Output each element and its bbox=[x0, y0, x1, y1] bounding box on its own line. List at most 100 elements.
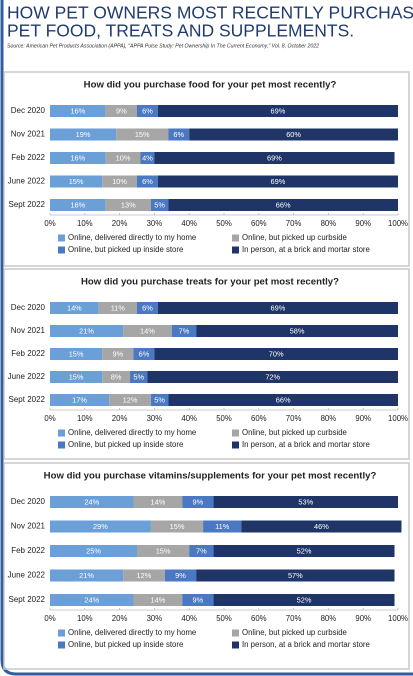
bar-segment bbox=[150, 199, 169, 211]
value-label: 19% bbox=[76, 130, 91, 139]
value-label: 14% bbox=[140, 326, 155, 335]
value-label: 16% bbox=[70, 153, 85, 162]
category-label: June 2022 bbox=[8, 571, 46, 580]
category-label: Dec 2020 bbox=[11, 497, 46, 506]
bar-segment bbox=[182, 496, 214, 508]
bar-segment bbox=[50, 594, 134, 606]
x-tick-label: 60% bbox=[251, 414, 267, 423]
value-label: 46% bbox=[314, 522, 329, 531]
legend-swatch bbox=[232, 429, 239, 437]
bar-segment bbox=[168, 394, 398, 406]
value-label: 4% bbox=[142, 153, 153, 162]
legend-swatch bbox=[232, 441, 239, 449]
value-label: 58% bbox=[290, 326, 305, 335]
value-label: 21% bbox=[79, 326, 94, 335]
bar-segment bbox=[189, 128, 398, 141]
value-label: 24% bbox=[84, 497, 99, 506]
value-label: 10% bbox=[112, 177, 127, 186]
x-tick-label: 0% bbox=[44, 219, 55, 228]
bar-segment bbox=[102, 371, 131, 383]
value-label: 7% bbox=[179, 326, 190, 335]
x-tick-label: 50% bbox=[216, 219, 232, 228]
value-label: 9% bbox=[193, 595, 204, 604]
category-label: Nov 2021 bbox=[11, 130, 46, 139]
legend-label: In person, at a brick and mortar store bbox=[242, 640, 370, 649]
value-label: 9% bbox=[116, 106, 127, 115]
legend-swatch bbox=[58, 441, 65, 449]
value-label: 7% bbox=[196, 546, 207, 555]
legend-label: Online, but picked up inside store bbox=[68, 440, 183, 449]
bar-segment bbox=[150, 394, 169, 406]
legend-swatch bbox=[58, 429, 65, 437]
legend-label: In person, at a brick and mortar store bbox=[242, 440, 370, 449]
value-label: 53% bbox=[298, 497, 313, 506]
category-label: Feb 2022 bbox=[11, 546, 45, 555]
value-label: 12% bbox=[137, 571, 152, 580]
bar-segment bbox=[123, 325, 172, 337]
bar-segment bbox=[157, 302, 398, 314]
chart-question: How did you purchase food for your pet m… bbox=[84, 80, 337, 91]
legend-swatch bbox=[58, 234, 65, 242]
x-tick-label: 50% bbox=[216, 414, 232, 423]
bar-segment bbox=[50, 152, 106, 164]
value-label: 10% bbox=[116, 153, 131, 162]
bar-segment bbox=[50, 105, 106, 117]
value-label: 5% bbox=[133, 372, 144, 381]
value-label: 11% bbox=[111, 303, 126, 312]
bar-segment bbox=[164, 569, 197, 582]
bar-segment bbox=[157, 175, 398, 188]
legend-label: Online, delivered directly to my home bbox=[68, 628, 196, 637]
bar-segment bbox=[133, 496, 183, 508]
bar-segment bbox=[182, 594, 214, 606]
category-label: Sept 2022 bbox=[9, 395, 46, 404]
x-tick-label: 40% bbox=[181, 219, 197, 228]
category-label: Dec 2020 bbox=[11, 106, 46, 115]
bar-segment bbox=[150, 520, 204, 533]
bar-segment bbox=[50, 496, 134, 508]
value-label: 66% bbox=[276, 200, 291, 209]
bar-segment bbox=[50, 394, 110, 406]
panel bbox=[3, 268, 410, 460]
x-tick-label: 70% bbox=[286, 414, 302, 423]
bar-segment bbox=[171, 325, 197, 337]
legend-label: Online, but picked up curbside bbox=[242, 428, 347, 437]
legend-label: Online, delivered directly to my home bbox=[68, 233, 196, 242]
category-label: June 2022 bbox=[8, 177, 46, 186]
bar-segment bbox=[196, 325, 398, 337]
value-label: 14% bbox=[150, 497, 165, 506]
bar-segment bbox=[137, 545, 190, 557]
bar-segment bbox=[213, 594, 395, 606]
x-tick-label: 90% bbox=[355, 414, 371, 423]
bar-segment bbox=[50, 348, 103, 360]
x-tick-label: 30% bbox=[147, 414, 163, 423]
bar-segment bbox=[196, 569, 395, 582]
value-label: 16% bbox=[70, 200, 85, 209]
chart-question: How did you purchase treats for your pet… bbox=[81, 277, 339, 288]
category-label: Feb 2022 bbox=[11, 153, 45, 162]
bar-segment bbox=[137, 105, 158, 117]
legend-label: Online, but picked up curbside bbox=[242, 233, 347, 242]
legend-swatch bbox=[232, 234, 239, 242]
bar-segment bbox=[50, 128, 117, 141]
x-tick-label: 30% bbox=[147, 219, 163, 228]
legend-swatch bbox=[232, 629, 239, 637]
x-tick-label: 10% bbox=[77, 414, 93, 423]
bar-segment bbox=[105, 199, 151, 211]
chart-question: How did you purchase vitamins/supplement… bbox=[44, 471, 377, 482]
value-label: 15% bbox=[69, 177, 84, 186]
x-tick-label: 60% bbox=[251, 614, 267, 623]
value-label: 72% bbox=[265, 372, 280, 381]
x-tick-label: 100% bbox=[388, 219, 408, 228]
x-tick-label: 40% bbox=[181, 614, 197, 623]
value-label: 15% bbox=[69, 372, 84, 381]
x-tick-label: 70% bbox=[286, 614, 302, 623]
value-label: 15% bbox=[69, 349, 84, 358]
x-tick-label: 100% bbox=[388, 614, 408, 623]
legend-label: Online, but picked up inside store bbox=[68, 640, 183, 649]
value-label: 9% bbox=[113, 349, 124, 358]
bar-segment bbox=[140, 152, 155, 164]
x-tick-label: 20% bbox=[112, 414, 128, 423]
value-label: 17% bbox=[72, 395, 87, 404]
value-label: 21% bbox=[79, 571, 94, 580]
